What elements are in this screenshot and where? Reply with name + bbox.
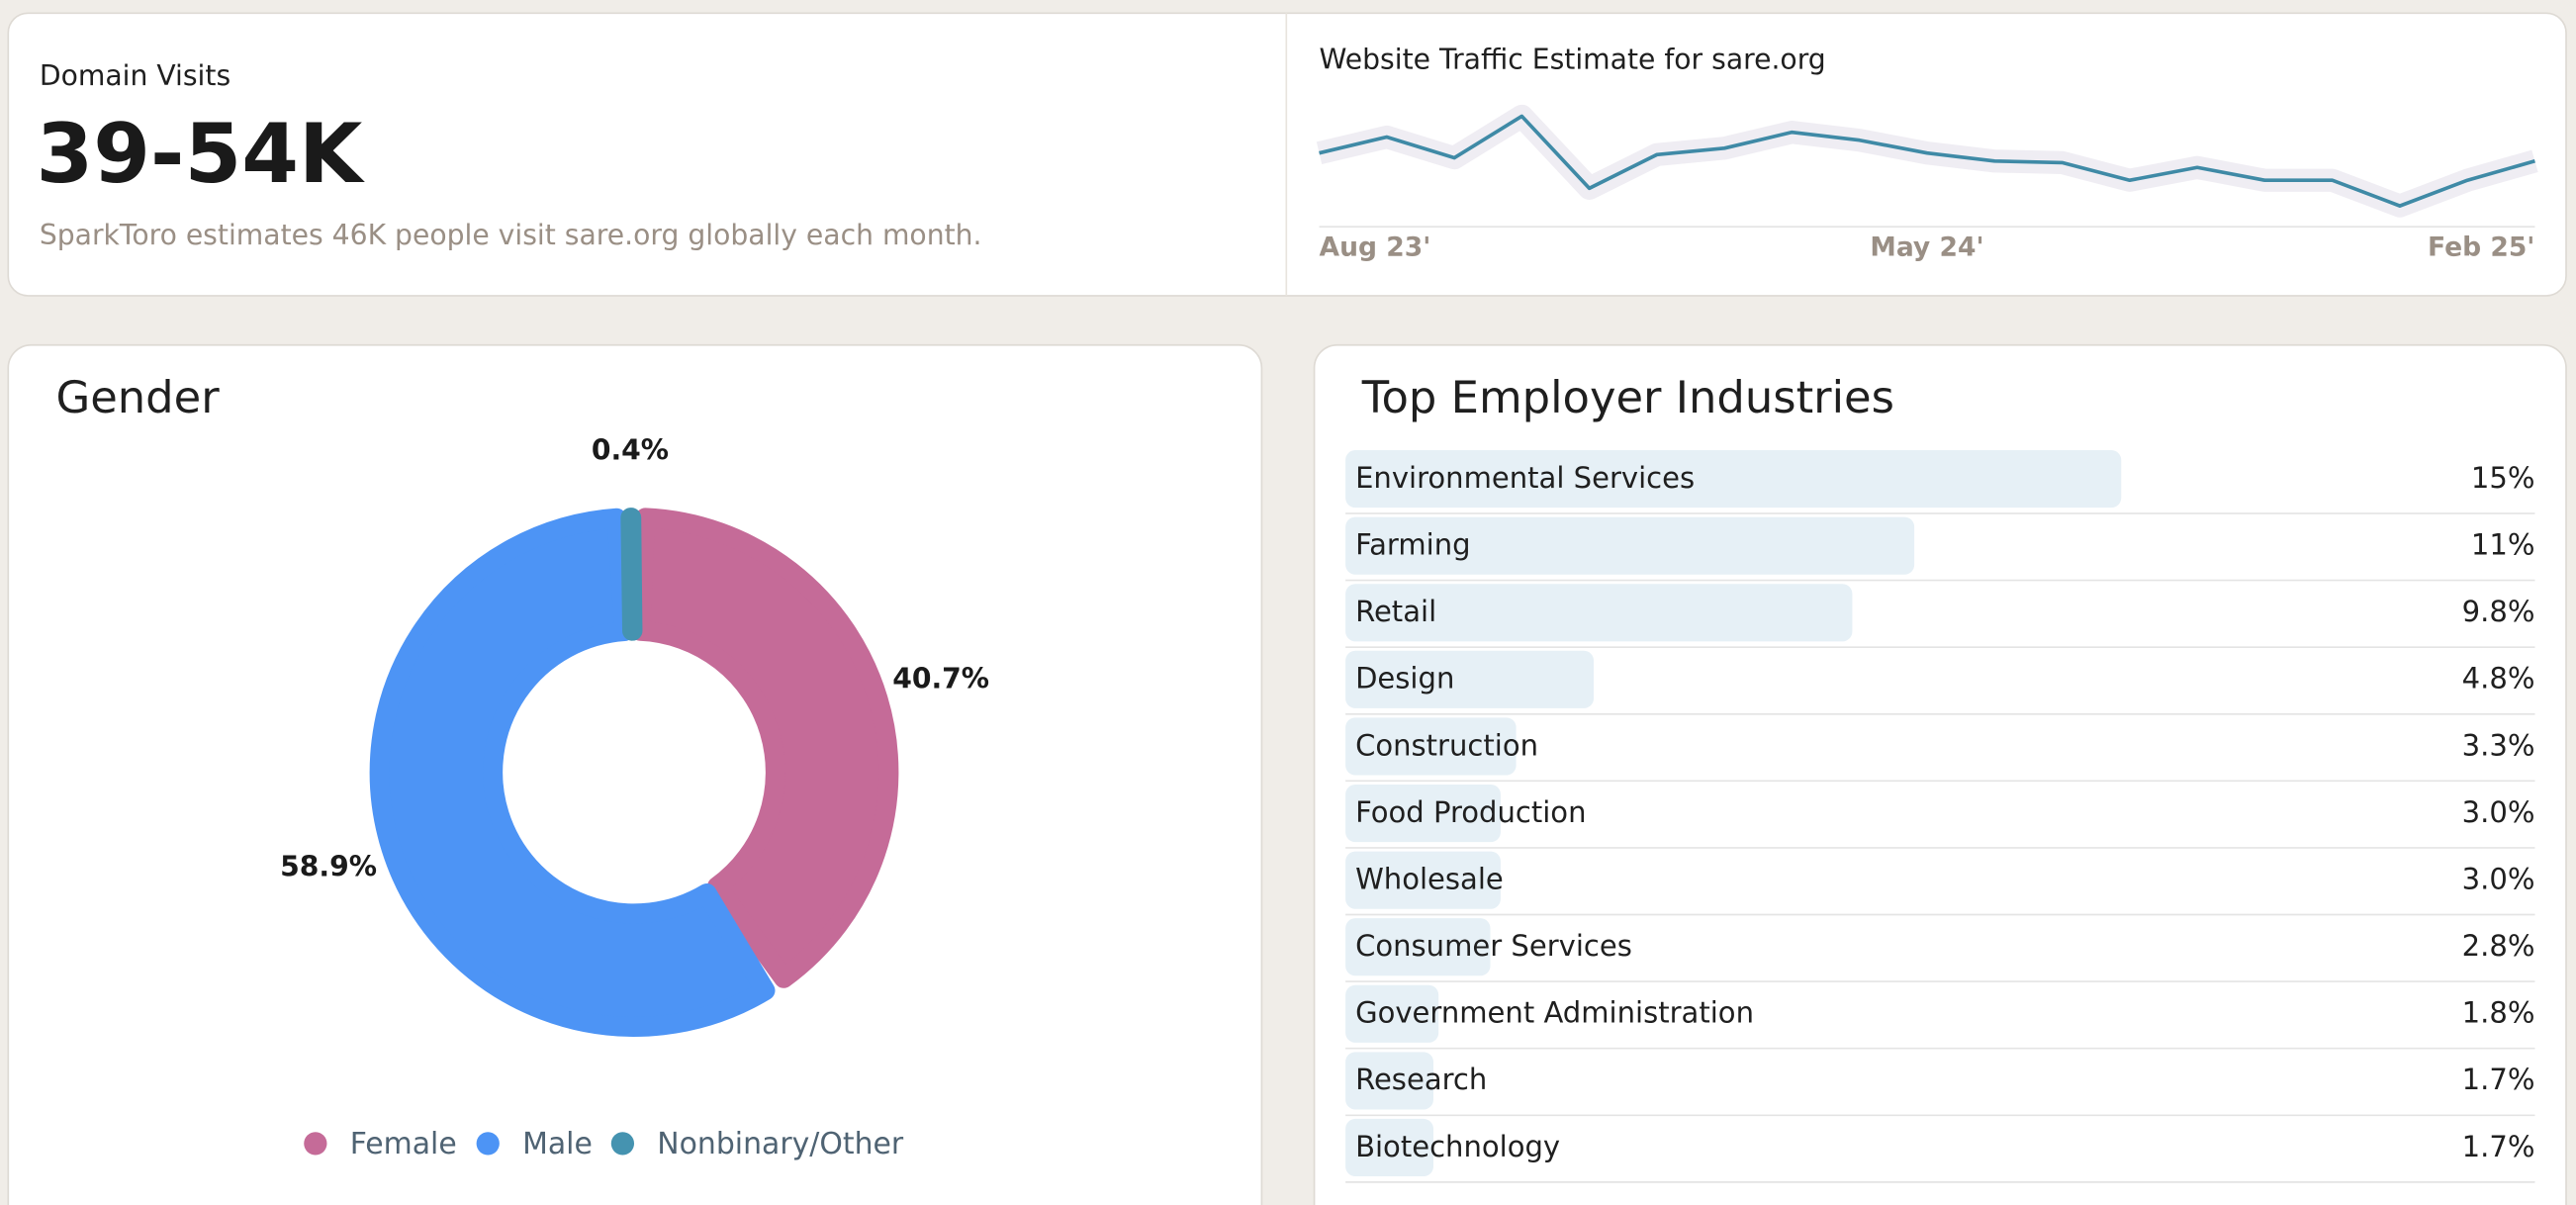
bar-label: Farming xyxy=(1355,528,1470,562)
bar-label: Research xyxy=(1355,1063,1487,1096)
bar-value: 15% xyxy=(2471,461,2535,495)
legend-label: Nonbinary/Other xyxy=(657,1127,904,1161)
bar-value: 2.8% xyxy=(2462,929,2535,963)
bar xyxy=(1345,918,1491,976)
legend-label: Female xyxy=(350,1127,457,1161)
bar-label: Environmental Services xyxy=(1355,461,1695,495)
bar-value: 3.3% xyxy=(2462,728,2535,762)
bar-label: Wholesale xyxy=(1355,862,1504,895)
legend-label: Male xyxy=(522,1127,593,1161)
traffic-line xyxy=(1319,114,2535,208)
bar xyxy=(1345,1052,1433,1110)
legend-dot xyxy=(304,1132,327,1156)
visits-label: Domain Visits xyxy=(40,59,230,92)
visits-description: SparkToro estimates 46K people visit sar… xyxy=(40,219,982,251)
donut-slice xyxy=(369,508,776,1037)
bar xyxy=(1345,1118,1433,1177)
gender-title: Gender xyxy=(55,371,220,423)
bar-value: 9.8% xyxy=(2462,595,2535,628)
legend-dot xyxy=(476,1132,500,1156)
bar xyxy=(1345,784,1501,843)
bar-value: 3.0% xyxy=(2462,795,2535,829)
traffic-title: Website Traffic Estimate for sare.org xyxy=(1320,43,1826,75)
bar xyxy=(1345,650,1595,708)
bar-value: 11% xyxy=(2471,528,2535,562)
bar-label: Construction xyxy=(1355,728,1538,762)
slice-label: 58.9% xyxy=(280,851,377,883)
bar-label: Government Administration xyxy=(1355,996,1754,1030)
bar-label: Design xyxy=(1355,662,1454,695)
bar-value: 1.8% xyxy=(2462,996,2535,1030)
x-tick-label: May 24' xyxy=(1870,232,1983,262)
bar xyxy=(1345,984,1439,1043)
bar xyxy=(1345,584,1853,642)
donut-slice xyxy=(620,508,643,641)
legend-dot xyxy=(610,1132,635,1156)
bar-label: Consumer Services xyxy=(1355,929,1632,963)
bar-label: Biotechnology xyxy=(1355,1130,1560,1163)
visits-value: 39-54K xyxy=(37,106,366,202)
bar xyxy=(1345,851,1501,909)
bar-value: 4.8% xyxy=(2462,662,2535,695)
x-tick-label: Aug 23' xyxy=(1320,232,1431,262)
bar-label: Food Production xyxy=(1355,795,1586,829)
slice-label: 0.4% xyxy=(592,434,669,467)
industries-title: Top Employer Industries xyxy=(1361,371,1894,423)
bar xyxy=(1345,450,2122,509)
bar-label: Retail xyxy=(1355,595,1436,628)
gender-card xyxy=(7,343,1263,1205)
visits-card xyxy=(7,12,2567,297)
slice-label: 40.7% xyxy=(892,662,989,695)
bar-value: 3.0% xyxy=(2462,862,2535,895)
x-tick-label: Feb 25' xyxy=(2428,232,2534,262)
donut-slice xyxy=(630,508,899,988)
bar xyxy=(1345,516,1915,575)
bar xyxy=(1345,717,1517,776)
bar-value: 1.7% xyxy=(2462,1063,2535,1096)
bar-value: 1.7% xyxy=(2462,1130,2535,1163)
